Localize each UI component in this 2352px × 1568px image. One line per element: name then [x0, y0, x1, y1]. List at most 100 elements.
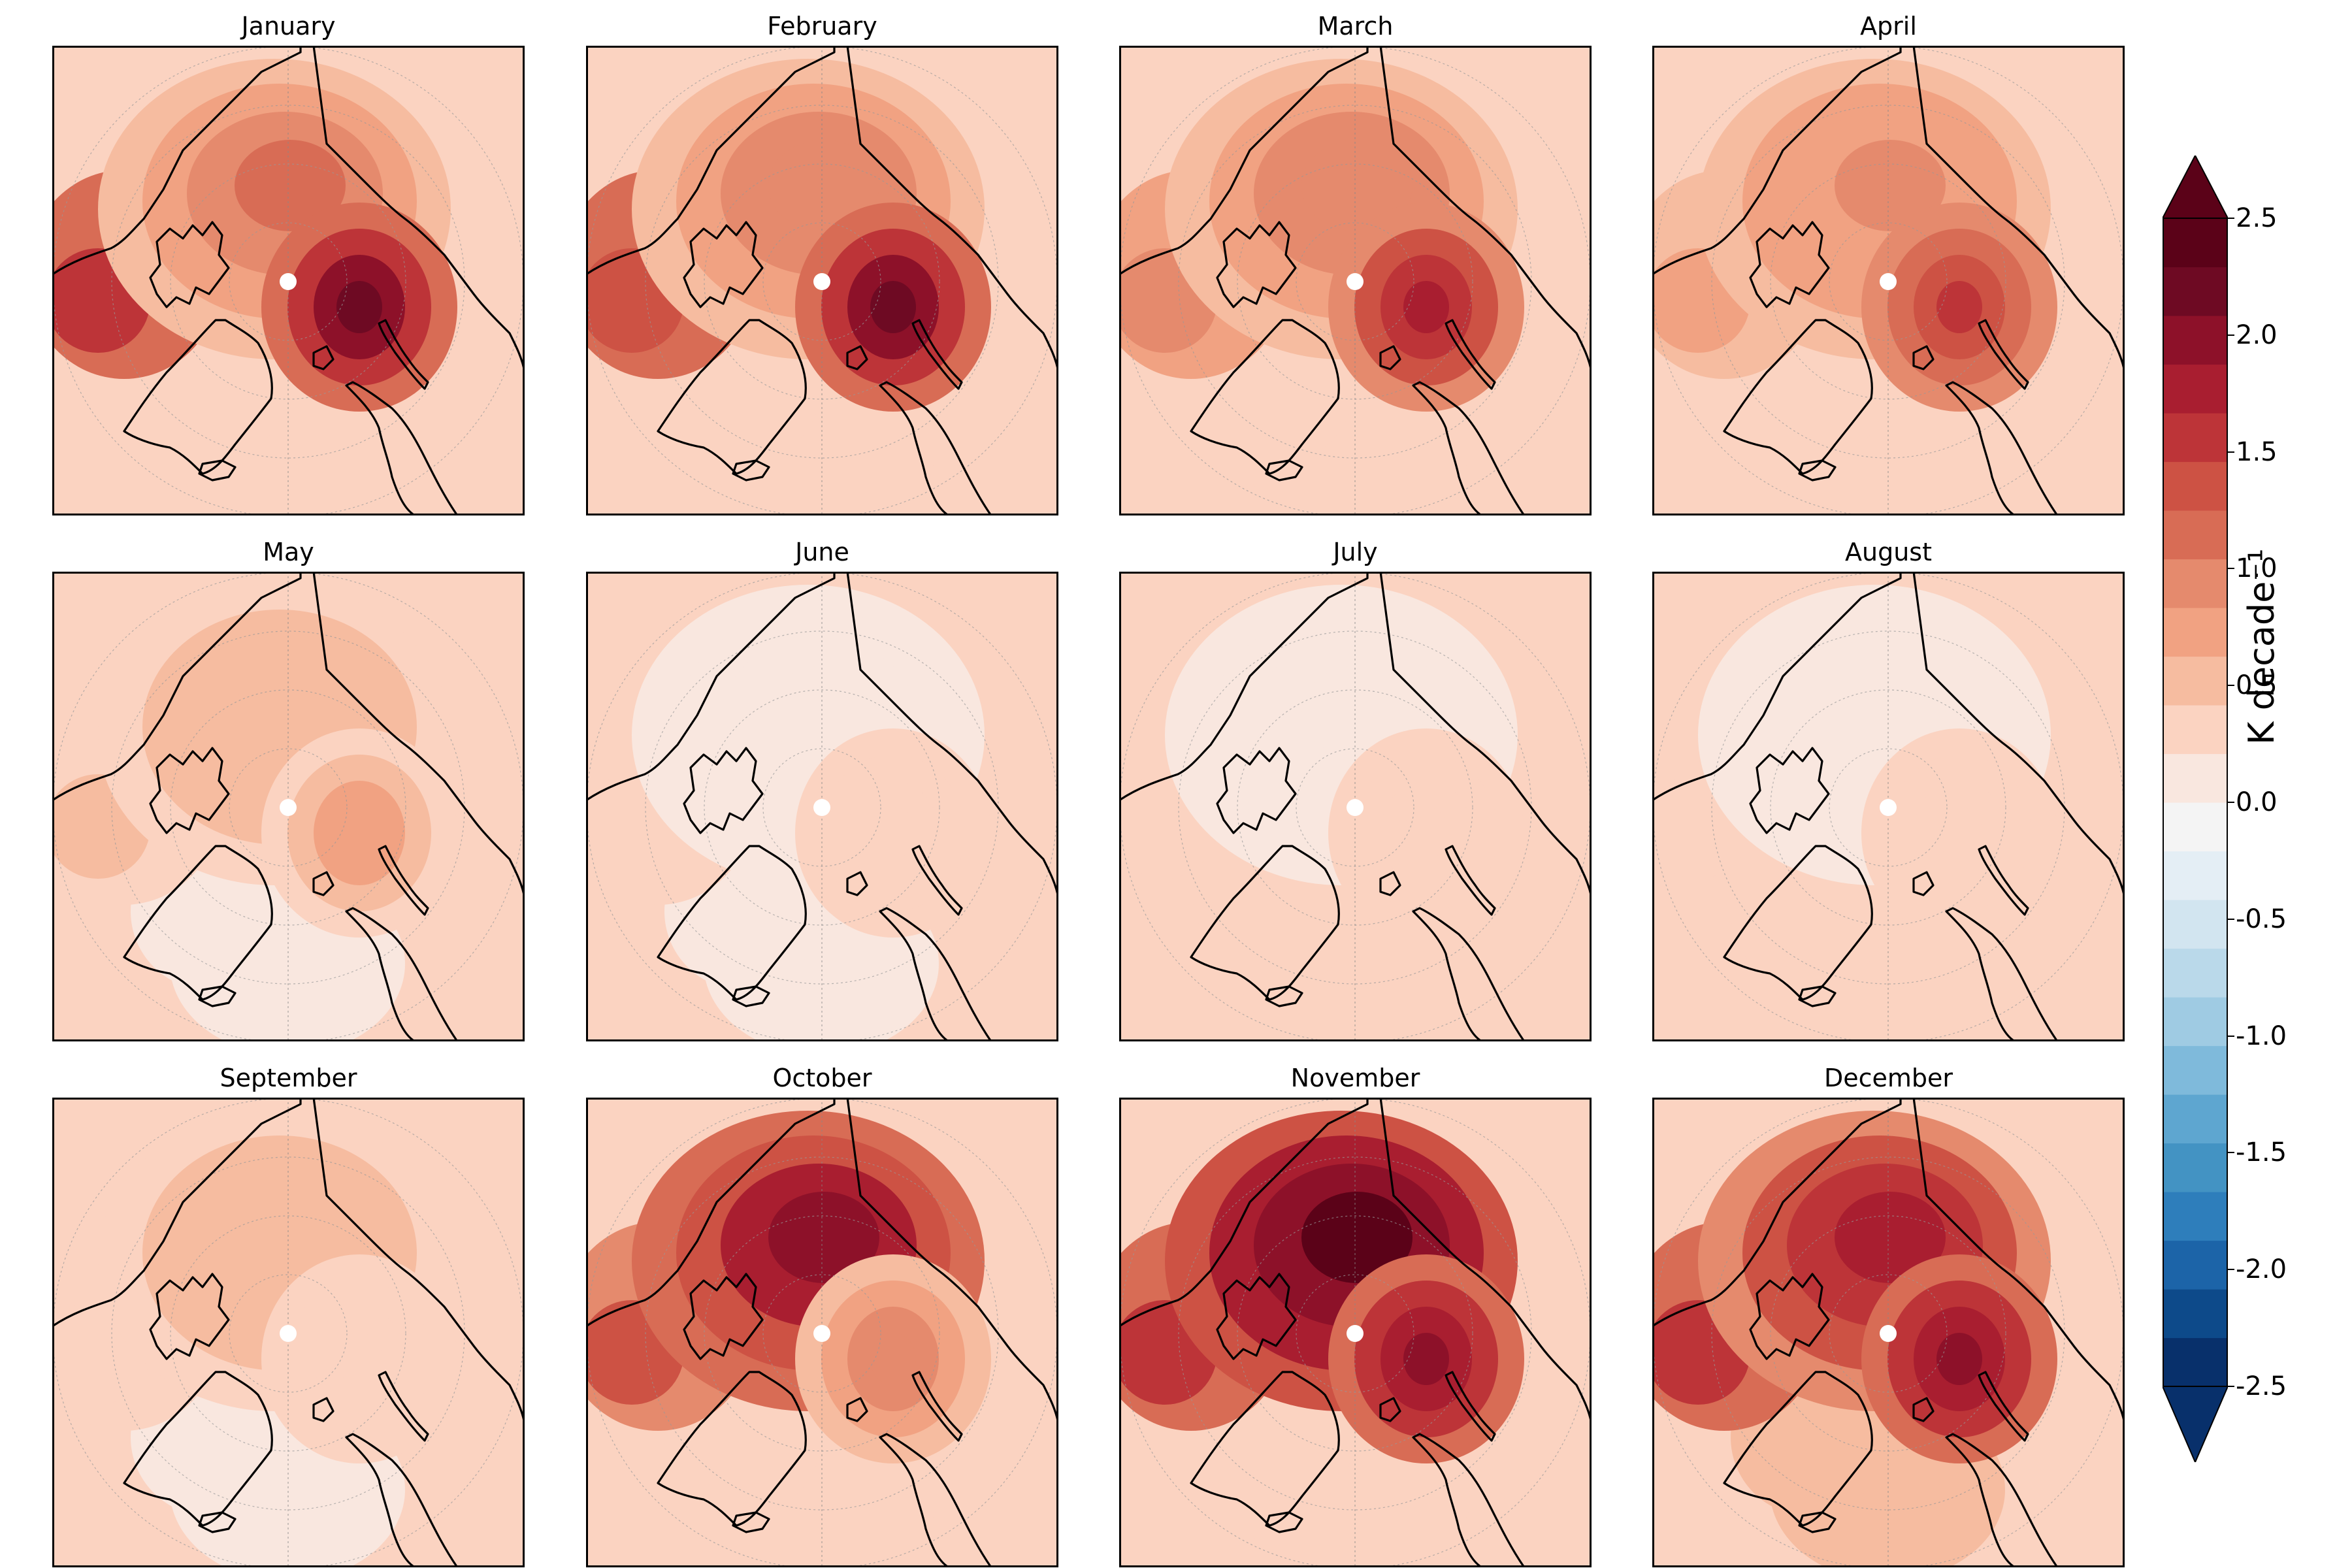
map-plot	[586, 1098, 1058, 1567]
colorbar-segment	[2163, 802, 2228, 852]
pole-marker	[1347, 799, 1364, 816]
coastline	[1912, 1098, 2125, 1426]
panel-title: July	[1333, 538, 1378, 566]
colorbar-tick-mark	[2228, 451, 2234, 453]
colorbar-segment	[2163, 656, 2228, 706]
coastline	[1723, 1371, 1873, 1527]
colorbar-segment	[2163, 753, 2228, 803]
map-plot	[1652, 46, 2125, 515]
coastline	[732, 985, 770, 1007]
map-frame	[1652, 46, 2125, 515]
coastline	[586, 572, 836, 802]
panel-title: September	[220, 1064, 357, 1092]
colorbar-segment	[2163, 413, 2228, 463]
coastline	[846, 1098, 1058, 1426]
coastline	[198, 985, 237, 1007]
field-center-3	[768, 666, 879, 757]
colorbar-segment	[2163, 1337, 2228, 1387]
map-frame	[52, 572, 525, 1041]
pole-marker	[813, 799, 830, 816]
colorbar-segment	[2163, 997, 2228, 1047]
map-panel-february: February	[586, 12, 1058, 515]
coastline	[1190, 319, 1340, 475]
coastline	[378, 319, 429, 390]
colorbar-tick-mark	[2228, 685, 2234, 687]
field-center-3	[235, 666, 346, 757]
coastline	[1379, 1098, 1592, 1426]
map-plot	[1119, 572, 1592, 1041]
coastline	[1379, 572, 1592, 900]
colorbar-segment	[2163, 705, 2228, 755]
coastline	[1798, 1511, 1837, 1533]
colorbar-segment	[2163, 900, 2228, 949]
coastline	[846, 1397, 868, 1422]
field-center-3	[768, 1192, 879, 1283]
coastline	[1119, 1098, 1369, 1328]
pole-marker	[1347, 1325, 1364, 1342]
field-center-3	[235, 140, 346, 231]
coastline	[312, 1098, 525, 1426]
coastline	[732, 459, 770, 482]
coastline	[1723, 319, 1873, 475]
coastline	[312, 345, 335, 370]
coastline	[1265, 1511, 1303, 1533]
coastline	[1978, 845, 2029, 916]
colorbar-tick-mark	[2228, 218, 2234, 219]
coastline	[1379, 1397, 1401, 1422]
panel-title: November	[1290, 1064, 1420, 1092]
pole-marker	[1347, 273, 1364, 290]
map-plot	[1119, 46, 1592, 515]
field-center-3	[768, 140, 879, 231]
coastline	[1652, 46, 1902, 276]
map-frame	[586, 46, 1058, 515]
colorbar-segment	[2163, 1289, 2228, 1339]
coastline	[911, 319, 963, 390]
coastline	[1379, 46, 1592, 374]
coastline	[123, 319, 273, 475]
field-siberia-3	[336, 281, 382, 333]
coastline	[1190, 845, 1340, 1001]
colorbar-tick-mark	[2228, 568, 2234, 570]
coastline	[1749, 747, 1830, 834]
coastline	[911, 845, 963, 916]
coastline	[378, 845, 429, 916]
colorbar-segment	[2163, 851, 2228, 900]
coastline	[52, 46, 302, 276]
colorbar-tick-label: -2.5	[2236, 1371, 2287, 1401]
coastline	[52, 572, 302, 802]
panel-title: April	[1860, 12, 1917, 41]
colorbar-segment	[2163, 364, 2228, 414]
coastline	[1379, 871, 1401, 896]
map-panel-march: March	[1119, 12, 1592, 515]
field-siberia-3	[336, 807, 382, 859]
colorbar-segment	[2163, 461, 2228, 511]
coastline	[123, 845, 273, 1001]
coastline	[198, 459, 237, 482]
pole-marker	[813, 273, 830, 290]
field-siberia-3	[1403, 807, 1449, 859]
field-siberia-3	[870, 281, 916, 333]
map-frame	[52, 46, 525, 515]
map-frame	[1119, 1098, 1592, 1567]
colorbar-tick-mark	[2228, 918, 2234, 920]
colorbar-tick-label: 2.0	[2236, 319, 2278, 350]
coastline	[1216, 1273, 1297, 1360]
colorbar-segment	[2163, 1240, 2228, 1290]
coastline	[1798, 459, 1837, 482]
field-siberia-3	[336, 1333, 382, 1385]
coastline	[1978, 1371, 2029, 1442]
field-center-3	[1835, 1192, 1946, 1283]
panel-title: March	[1317, 12, 1394, 41]
colorbar-tick-label: -0.5	[2236, 904, 2287, 934]
colorbar-tick-label: 1.5	[2236, 436, 2278, 467]
map-panel-august: August	[1652, 538, 2125, 1041]
field-siberia-3	[1403, 281, 1449, 333]
map-plot	[52, 46, 525, 515]
coastline	[149, 1273, 230, 1360]
coastline	[1216, 747, 1297, 834]
map-plot	[52, 572, 525, 1041]
coastline	[1190, 1371, 1340, 1527]
panel-title: December	[1823, 1064, 1953, 1092]
colorbar-segment	[2163, 559, 2228, 608]
coastline	[378, 1371, 429, 1442]
